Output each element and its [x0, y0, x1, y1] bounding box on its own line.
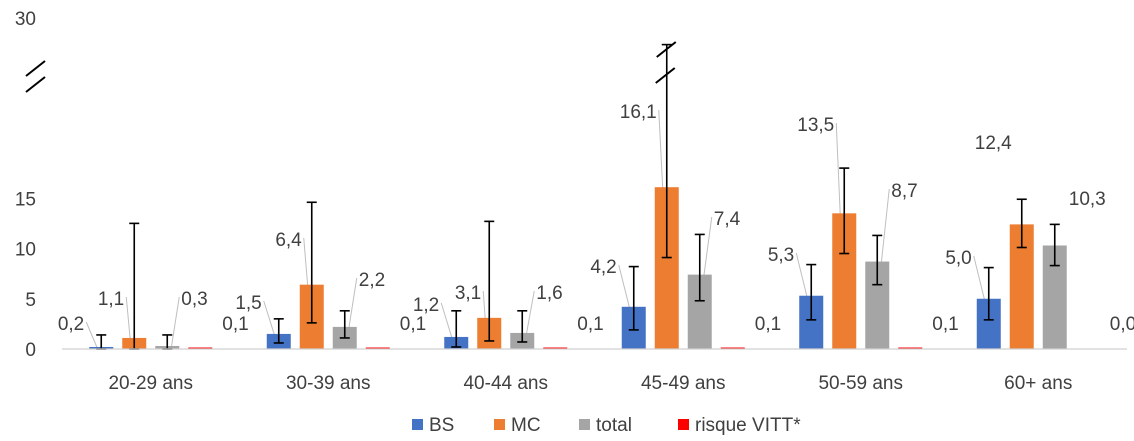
category-label: 30-39 ans	[286, 373, 371, 394]
category-label: 50-59 ans	[818, 373, 903, 394]
bar-risque-vitt-	[188, 347, 213, 349]
leader-line	[440, 302, 453, 340]
category-label: 40-44 ans	[463, 373, 548, 394]
bar-risque-vitt-	[898, 347, 923, 349]
legend-swatch	[494, 419, 505, 430]
leader-line	[482, 290, 486, 320]
legend-swatch	[412, 419, 423, 430]
axis-break-mark	[25, 60, 46, 77]
leader-line	[658, 109, 664, 190]
data-label: 5,0	[945, 248, 971, 269]
leader-line	[170, 296, 180, 349]
leader-line	[303, 237, 309, 287]
leader-line	[703, 216, 713, 277]
category-label: 60+ ans	[1004, 373, 1072, 394]
category-labels: 20-29 ans 30-39 ans 40-44 ans 45-49 ans 50-5…	[108, 373, 1072, 394]
data-label: 16,1	[620, 102, 657, 123]
leader-line	[263, 300, 276, 337]
data-label: 0,1	[577, 314, 603, 335]
leader-line	[795, 252, 808, 298]
error-bars	[96, 43, 1060, 350]
data-label: 5,3	[768, 245, 794, 266]
data-label: 1,2	[413, 295, 439, 316]
y-tick-label: 30	[15, 9, 36, 30]
data-label: 8,7	[891, 181, 917, 202]
leader-line	[85, 321, 98, 349]
data-label: 1,5	[235, 293, 261, 314]
data-label: 0,1	[222, 314, 248, 335]
leader-line	[618, 264, 631, 309]
bar-risque-vitt-	[543, 347, 568, 349]
leader-line	[880, 188, 890, 264]
leader-line	[525, 290, 535, 336]
data-label: 7,4	[714, 209, 741, 230]
error-bar-break-mark	[655, 67, 676, 84]
data-label: 0,1	[755, 314, 781, 335]
category-label: 45-49 ans	[641, 373, 726, 394]
category-label: 20-29 ans	[108, 373, 193, 394]
y-tick-label: 15	[15, 189, 36, 210]
data-label: 0,0	[1110, 314, 1134, 335]
data-label: 0,1	[400, 314, 426, 335]
leader-line	[348, 277, 358, 329]
bar-risque-vitt-	[365, 347, 390, 349]
leader-line	[125, 296, 131, 340]
data-labels: 0,21,1 0,30,11,56,42,20,11,23,1 1,60,14,21…	[58, 102, 1134, 335]
data-label: 12,4	[975, 133, 1012, 154]
data-label: 4,2	[590, 257, 616, 278]
data-label: 2,2	[359, 270, 385, 291]
legend: BS MC total risque VITT*	[412, 415, 801, 436]
legend-swatch	[579, 419, 590, 430]
legend-label: total	[596, 415, 632, 436]
data-label: 0,2	[58, 314, 84, 335]
y-tick-label: 5	[25, 290, 36, 311]
data-label: 10,3	[1069, 189, 1106, 210]
data-label: 13,5	[797, 115, 834, 136]
y-tick-label: 0	[25, 340, 36, 361]
axis-break-mark	[25, 76, 46, 93]
y-tick-label: 10	[15, 240, 36, 261]
data-label: 0,3	[181, 289, 207, 310]
data-label: 0,1	[932, 314, 958, 335]
data-label: 6,4	[275, 230, 302, 251]
legend-label: risque VITT*	[695, 415, 801, 436]
data-label: 1,1	[98, 289, 124, 310]
data-label: 3,1	[455, 283, 481, 304]
leader-lines	[85, 109, 986, 349]
bar-risque-vitt-	[720, 347, 745, 349]
data-label: 1,6	[536, 283, 562, 304]
y-axis-ticks: 0 5 10 15 30	[15, 9, 36, 361]
legend-swatch	[678, 419, 689, 430]
axis-break-marks	[25, 41, 677, 93]
leader-line	[973, 255, 986, 301]
legend-label: BS	[429, 415, 454, 436]
leader-line	[835, 122, 841, 216]
legend-label: MC	[511, 415, 541, 436]
